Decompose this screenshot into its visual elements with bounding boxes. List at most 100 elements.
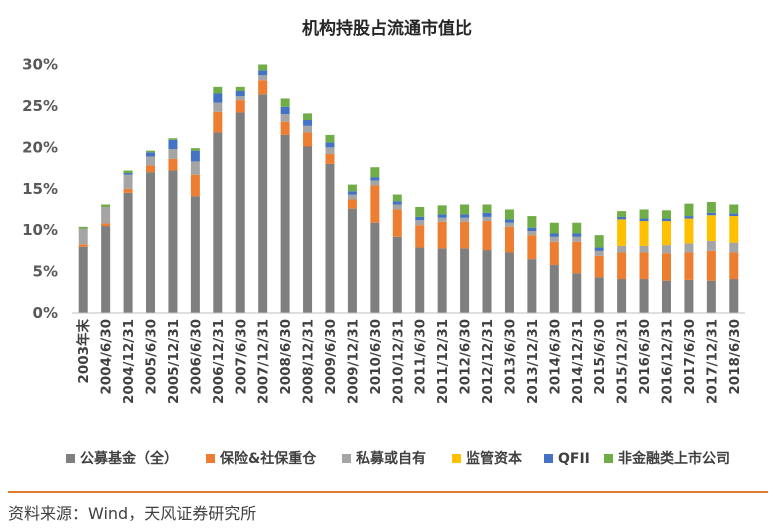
bar-segment: [146, 152, 156, 157]
bar-segment: [594, 247, 604, 251]
bar-segment: [504, 219, 514, 223]
bar-segment: [370, 177, 380, 181]
bar-segment: [123, 192, 133, 313]
bar-segment: [482, 221, 492, 251]
bar-segment: [572, 236, 582, 242]
bar-segment: [235, 112, 245, 313]
bar-segment: [258, 70, 268, 76]
bar-segment: [482, 212, 492, 217]
bar-segment: [146, 156, 156, 166]
bars-group: [78, 64, 739, 313]
bar-segment: [729, 252, 739, 280]
bar-segment: [706, 250, 716, 281]
bar-segment: [213, 86, 223, 94]
bar-segment: [347, 199, 357, 209]
bar-segment: [347, 184, 357, 192]
bar-segment: [213, 102, 223, 112]
bar-segment: [594, 255, 604, 278]
bar-segment: [527, 235, 537, 260]
bar-segment: [639, 245, 649, 253]
bar-segment: [684, 218, 694, 244]
bar-segment: [280, 114, 290, 122]
bar-segment: [639, 252, 649, 280]
bar-segment: [415, 220, 425, 226]
bar-segment: [617, 279, 627, 313]
bar-segment: [280, 98, 290, 107]
bar-segment: [325, 134, 335, 143]
x-tick-label: 2008/12/31: [301, 319, 317, 404]
bar-segment: [729, 216, 739, 243]
x-tick-label: 2010/6/30: [368, 319, 384, 395]
x-tick-label: 2014/6/30: [547, 319, 563, 395]
bar-segment: [101, 223, 111, 227]
x-tick-label: 2013/6/30: [502, 319, 518, 395]
legend-label: 私募或自有: [356, 450, 426, 467]
bar-segment: [213, 111, 223, 133]
bar-segment: [303, 120, 313, 126]
bar-segment: [370, 185, 380, 223]
x-tick-label: 2013/12/31: [525, 319, 541, 404]
x-tick-label: 2005/12/31: [166, 319, 182, 404]
bar-segment: [370, 180, 380, 186]
x-tick-label: 2015/6/30: [592, 319, 608, 395]
bar-segment: [258, 94, 268, 313]
x-tick-label: 2012/6/30: [458, 319, 474, 395]
bar-segment: [190, 196, 200, 313]
bar-segment: [392, 201, 402, 205]
bar-segment: [482, 204, 492, 213]
bar-segment: [684, 243, 694, 253]
bar-segment: [325, 153, 335, 164]
bar-segment: [415, 225, 425, 248]
bar-segment: [482, 216, 492, 222]
bar-segment: [617, 211, 627, 217]
bar-segment: [325, 163, 335, 313]
y-tick-label: 30%: [22, 56, 58, 74]
bar-segment: [213, 132, 223, 313]
x-tick-label: 2011/12/31: [435, 319, 451, 404]
x-tick-label: 2017/6/30: [682, 319, 698, 395]
x-tick-label: 2004/6/30: [99, 319, 115, 395]
legend-label: 监管资本: [466, 450, 523, 467]
bar-segment: [325, 142, 335, 148]
legend-label: 保险&社保重仓: [219, 450, 317, 467]
x-tick-label: 2015/12/31: [615, 319, 631, 404]
bar-segment: [168, 170, 178, 313]
bar-segment: [527, 216, 537, 228]
x-tick-label: 2014/12/31: [570, 319, 586, 404]
bar-segment: [706, 240, 716, 251]
bar-segment: [123, 173, 133, 175]
bar-segment: [639, 221, 649, 246]
bar-segment: [280, 121, 290, 135]
bar-segment: [661, 280, 671, 313]
bar-segment: [549, 241, 559, 265]
bar-segment: [504, 252, 514, 313]
bar-segment: [415, 206, 425, 217]
bar-segment: [684, 216, 694, 219]
bar-segment: [437, 214, 447, 218]
bar-segment: [482, 250, 492, 313]
bar-segment: [101, 206, 111, 224]
bar-segment: [706, 280, 716, 313]
bar-segment: [617, 216, 627, 220]
bar-segment: [504, 222, 514, 227]
bar-segment: [706, 215, 716, 241]
bar-segment: [661, 253, 671, 281]
bar-segment: [347, 194, 357, 200]
x-tick-label: 2016/12/31: [659, 319, 675, 404]
bar-segment: [303, 146, 313, 313]
bar-segment: [661, 218, 671, 222]
bar-segment: [460, 221, 470, 249]
bar-segment: [572, 233, 582, 237]
bar-segment: [146, 150, 156, 153]
y-tick-label: 0%: [33, 304, 58, 322]
bar-segment: [594, 235, 604, 248]
bar-segment: [392, 209, 402, 237]
bar-segment: [415, 247, 425, 313]
bar-segment: [729, 213, 739, 217]
bar-segment: [729, 279, 739, 313]
bar-segment: [347, 208, 357, 313]
y-tick-label: 25%: [22, 97, 58, 115]
legend: 公募基金（全） 保险&社保重仓 私募或自有 监管资本 QFII 非金融类上市公司: [66, 450, 730, 467]
x-axis-ticks: 2003年末 2004/6/30 2004/12/31 2005/6/30 2005/1…: [75, 319, 743, 405]
bar-segment: [280, 134, 290, 313]
